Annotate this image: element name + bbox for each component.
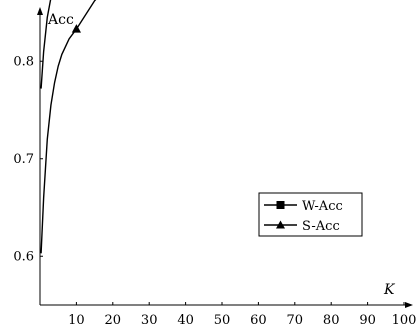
data-point-s-acc [71,24,81,33]
x-axis-label: K [383,282,396,298]
x-tick-label: 80 [323,313,340,328]
legend-marker-triangle [276,220,285,229]
axes [37,7,413,308]
x-tick-label: 20 [105,313,122,328]
legend-marker-square [276,201,285,209]
x-tick-label: 60 [250,313,267,328]
x-tick-label: 10 [68,313,85,328]
x-axis-arrow [405,302,413,308]
legend-box [258,192,363,237]
legend: W-Acc S-Acc [258,192,363,237]
y-axis-arrow [37,7,43,15]
series-line-w-acc [40,0,52,89]
x-tick-label: 70 [287,313,304,328]
x-tick-label: 30 [141,313,158,328]
y-axis-label: Acc [47,12,74,28]
x-tick-label: 90 [359,313,376,328]
y-tick-label: 0.7 [13,152,34,167]
series-line-s-acc [40,0,97,254]
y-tick-label: 0.8 [13,54,34,69]
x-tick-label: 100 [392,313,417,328]
legend-label-w-acc: W-Acc [302,199,343,214]
x-tick-label: 40 [177,313,194,328]
legend-label-s-acc: S-Acc [302,219,340,234]
y-tick-label: 0.6 [13,249,34,264]
series-layer [40,0,97,254]
x-tick-label: 50 [214,313,231,328]
